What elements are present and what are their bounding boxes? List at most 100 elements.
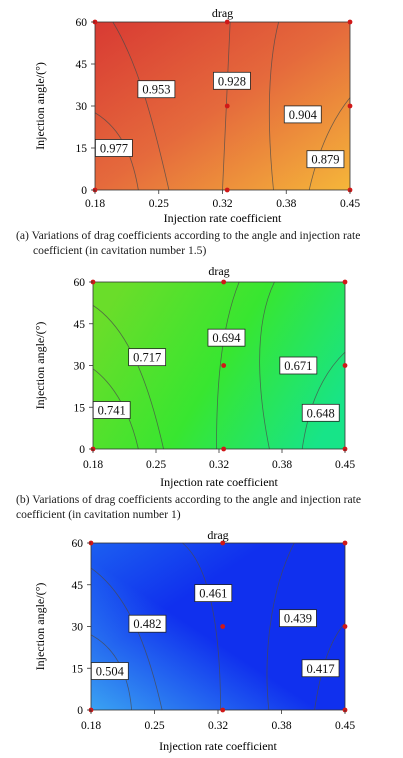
contour-label: 0.879 [311,153,339,167]
figure-caption-b: (b) Variations of drag coefficients acco… [16,492,402,522]
y-tick-label: 30 [72,622,84,634]
contour-line [301,351,346,450]
chart-panel-a: 0.977 0.953 0.928 0.904 0.879 0.18 0.25 0.32 0.3… [0,0,403,265]
x-tick-label: 0.25 [146,459,166,471]
caption-text-a: Variations of drag coefficients accordin… [31,229,361,257]
y-tick-label: 60 [74,277,86,289]
drag-contour-chart-b: 0.741 0.717 0.694 0.671 0.648 0.18 0.25 0.32 0.3… [33,264,355,489]
contour-label-box [283,105,322,124]
contour-label: 0.439 [284,612,312,626]
contour-label-box [301,403,340,422]
contour-label-box [92,401,131,419]
contour-label: 0.504 [96,665,125,679]
y-tick-label: 0 [81,185,87,197]
chart-title: drag [207,528,228,542]
contour-label-box [137,80,176,99]
drag-contour-chart-c: 0.504 0.482 0.461 0.439 0.417 0.18 0.25 0.32 0.3… [33,528,355,753]
sample-point [347,19,353,25]
x-tick-label: 0.25 [144,720,164,732]
x-tick-label: 0.18 [85,198,105,210]
x-tick-label: 0.18 [81,720,101,732]
contour-label-box [279,356,318,375]
y-tick-label: 60 [76,17,88,29]
sample-point [220,624,226,629]
contour-line [266,542,295,711]
contour-label-box [194,584,233,602]
y-tick-label: 45 [74,319,86,331]
y-axis-label: Injection angle/(°) [33,62,47,150]
contour-line [259,281,275,450]
sample-point [221,446,227,452]
sample-point [347,103,353,109]
caption-label-b: (b) [16,493,30,506]
contour-label-box [94,139,133,157]
x-tick-label: 0.32 [212,198,232,210]
sample-point [342,540,348,546]
y-tick-label: 45 [76,59,88,71]
y-tick-label: 45 [72,580,84,592]
x-tick-label: 0.18 [83,459,103,471]
y-tick-label: 0 [79,444,85,456]
sample-point [221,363,227,368]
contour-label-box [128,348,167,367]
contour-label: 0.741 [98,404,126,418]
y-tick-label: 15 [76,143,88,155]
contour-label-box [279,609,317,628]
contour-label: 0.977 [100,142,128,156]
y-tick-label: 15 [72,663,84,675]
contour-label: 0.671 [284,359,312,373]
x-tick-label: 0.25 [149,198,169,210]
chart-panel-c: 0.504 0.482 0.461 0.439 0.417 0.18 0.25 0.32 0.3… [0,525,403,758]
contour-label: 0.417 [306,662,334,676]
sample-point [220,707,226,713]
contour-line [308,97,351,191]
caption-text-b: Variations of drag coefficients accordin… [16,493,362,521]
x-tick-label: 0.32 [208,720,228,732]
y-tick-label: 30 [76,101,88,113]
y-tick-label: 60 [72,538,84,550]
contour-label: 0.694 [212,331,241,345]
x-axis-label: Injection rate coefficient [160,475,278,489]
contour-label-box [306,150,345,169]
contour-label: 0.648 [307,406,335,420]
contour-label-box [207,328,246,347]
x-tick-label: 0.38 [271,720,291,732]
contour-label-box [301,659,340,678]
contour-label-box [90,662,129,680]
contour-label-box [128,614,167,633]
sample-point [224,187,230,193]
chart-title: drag [212,6,233,20]
sample-point [224,19,230,25]
contour-label: 0.717 [133,351,161,365]
x-tick-label: 0.45 [335,459,355,471]
y-tick-label: 15 [74,402,86,414]
contour-label: 0.928 [218,74,246,88]
x-tick-label: 0.45 [340,198,360,210]
contour-label-box [213,71,251,90]
sample-point [224,103,230,109]
y-axis-label: Injection angle/(°) [33,583,47,671]
x-axis-label: Injection rate coefficient [159,739,277,753]
sample-point [221,279,227,285]
contour-line [216,281,240,450]
contour-label: 0.904 [289,108,318,122]
x-tick-label: 0.38 [276,198,296,210]
drag-contour-chart-a: 0.977 0.953 0.928 0.904 0.879 0.18 0.25 0.32 0.3… [33,6,360,225]
y-axis-label: Injection angle/(°) [33,322,47,410]
contour-label: 0.461 [199,587,227,601]
contour-label: 0.953 [142,83,170,97]
x-tick-label: 0.45 [335,720,355,732]
x-axis-label: Injection rate coefficient [164,211,282,225]
contour-line [182,542,221,711]
sample-point [342,363,348,368]
contour-line [268,21,279,191]
sample-point [342,279,348,285]
x-tick-label: 0.32 [209,459,229,471]
chart-panel-b: 0.741 0.717 0.694 0.671 0.648 0.18 0.25 0.32 0.3… [0,262,403,530]
sample-point [220,540,226,546]
caption-label-a: (a) [16,229,29,242]
y-tick-label: 0 [77,705,83,717]
y-tick-label: 30 [74,361,86,373]
contour-label: 0.482 [133,617,161,631]
x-tick-label: 0.38 [272,459,292,471]
